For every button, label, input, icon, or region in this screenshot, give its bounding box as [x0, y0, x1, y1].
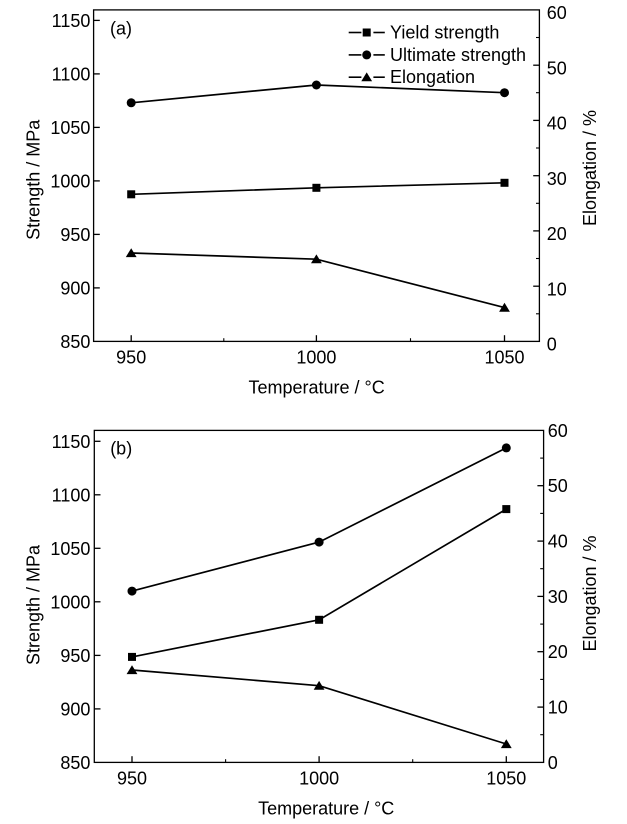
svg-text:50: 50: [547, 58, 567, 78]
svg-text:30: 30: [548, 587, 568, 607]
svg-text:10: 10: [548, 698, 568, 718]
svg-text:900: 900: [60, 699, 90, 719]
svg-text:950: 950: [116, 348, 146, 368]
svg-text:1100: 1100: [52, 64, 91, 84]
svg-text:850: 850: [60, 753, 90, 773]
svg-text:1000: 1000: [50, 592, 90, 612]
svg-text:Ultimate strength: Ultimate strength: [390, 45, 526, 65]
svg-text:30: 30: [547, 169, 567, 189]
svg-text:850: 850: [60, 332, 90, 352]
svg-text:1000: 1000: [299, 769, 339, 789]
svg-text:1000: 1000: [296, 348, 336, 368]
svg-text:Strength / MPa: Strength / MPa: [24, 119, 44, 240]
svg-text:Temperature / °C: Temperature / °C: [258, 798, 394, 818]
svg-text:1050: 1050: [50, 539, 90, 559]
svg-text:1050: 1050: [50, 118, 90, 138]
svg-text:900: 900: [60, 278, 90, 298]
svg-text:1150: 1150: [52, 432, 91, 452]
svg-text:1000: 1000: [50, 171, 90, 191]
svg-text:Elongation: Elongation: [390, 67, 475, 87]
svg-text:1150: 1150: [52, 11, 91, 31]
svg-text:50: 50: [548, 476, 568, 496]
svg-text:1050: 1050: [484, 348, 524, 368]
svg-text:40: 40: [548, 532, 568, 552]
svg-text:60: 60: [548, 421, 568, 441]
svg-text:(a): (a): [110, 19, 132, 39]
svg-text:Elongation / %: Elongation / %: [580, 110, 600, 226]
svg-text:950: 950: [60, 225, 90, 245]
svg-text:0: 0: [548, 753, 558, 773]
svg-text:60: 60: [547, 3, 567, 23]
svg-text:950: 950: [117, 769, 147, 789]
svg-text:1100: 1100: [52, 485, 91, 505]
svg-text:20: 20: [548, 642, 568, 662]
svg-text:0: 0: [547, 335, 557, 355]
svg-text:Elongation / %: Elongation / %: [580, 535, 600, 651]
svg-text:40: 40: [547, 114, 567, 134]
svg-text:Strength / MPa: Strength / MPa: [24, 544, 44, 665]
svg-text:(b): (b): [110, 439, 132, 459]
svg-text:1050: 1050: [486, 769, 526, 789]
svg-text:Yield strength: Yield strength: [390, 22, 499, 42]
svg-text:20: 20: [547, 224, 567, 244]
svg-text:Temperature / °C: Temperature / °C: [248, 378, 384, 398]
svg-text:10: 10: [547, 279, 567, 299]
svg-text:950: 950: [60, 646, 90, 666]
